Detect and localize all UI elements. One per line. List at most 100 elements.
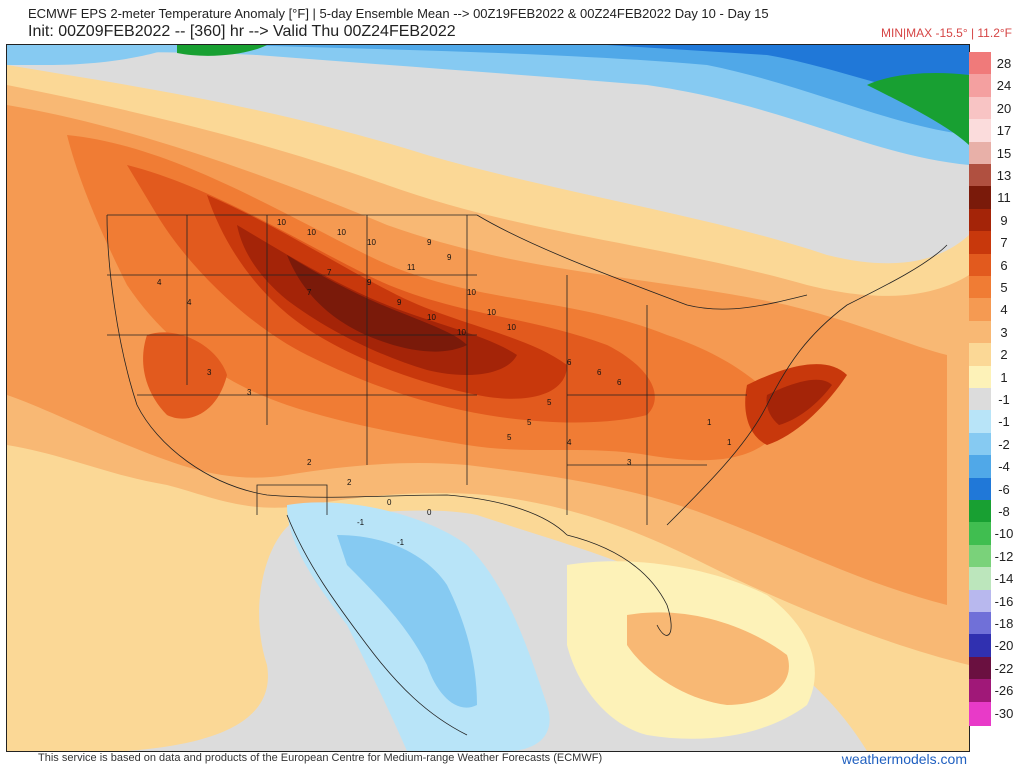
colorbar-level: -26 xyxy=(969,679,1017,704)
colorbar-swatch xyxy=(969,679,991,704)
anomaly-value-label: 4 xyxy=(567,438,572,447)
colorbar-label: -1 xyxy=(998,414,1010,430)
colorbar-level: 4 xyxy=(969,298,1017,323)
colorbar-swatch xyxy=(969,52,991,76)
anomaly-value-label: -1 xyxy=(397,538,405,547)
anomaly-value-label: 3 xyxy=(247,388,252,397)
colorbar-swatch xyxy=(969,253,991,278)
colorbar-swatch xyxy=(969,208,991,233)
map-title: ECMWF EPS 2-meter Temperature Anomaly [°… xyxy=(28,6,769,21)
colorbar-swatch xyxy=(969,634,991,659)
colorbar-label: 7 xyxy=(1000,235,1008,251)
anomaly-value-label: 6 xyxy=(567,358,572,367)
anomaly-value-label: 10 xyxy=(457,328,466,337)
colorbar-level: 6 xyxy=(969,253,1017,278)
anomaly-value-label: 9 xyxy=(447,253,452,262)
colorbar-label: 2 xyxy=(1000,347,1008,363)
colorbar-level: 28 xyxy=(969,52,1017,76)
colorbar-level: -14 xyxy=(969,567,1017,592)
colorbar-level: -30 xyxy=(969,701,1017,726)
colorbar-level: 9 xyxy=(969,208,1017,233)
colorbar-swatch xyxy=(969,298,991,323)
colorbar-level: 2 xyxy=(969,343,1017,368)
colorbar-level: 7 xyxy=(969,231,1017,256)
anomaly-value-label: 5 xyxy=(527,418,532,427)
colorbar-label: 24 xyxy=(996,78,1012,94)
colorbar-label: 15 xyxy=(996,145,1012,161)
anomaly-value-label: 10 xyxy=(337,228,346,237)
warm-anomaly-core xyxy=(67,135,787,461)
colorbar-label: -4 xyxy=(998,459,1010,475)
colorbar-level: 15 xyxy=(969,141,1017,166)
anomaly-value-label: 0 xyxy=(427,508,432,517)
colorbar-level: -1 xyxy=(969,410,1017,435)
colorbar-swatch xyxy=(969,410,991,435)
anomaly-value-label: 5 xyxy=(507,433,512,442)
colorbar-label: -1 xyxy=(998,392,1010,407)
anomaly-value-label: 10 xyxy=(367,238,376,247)
colorbar-swatch xyxy=(969,477,991,502)
anomaly-value-label: 10 xyxy=(507,323,516,332)
anomaly-value-label: 11 xyxy=(407,263,416,272)
anomaly-value-label: 9 xyxy=(367,278,372,287)
colorbar-level: 20 xyxy=(969,96,1017,121)
colorbar-level: 13 xyxy=(969,164,1017,188)
anomaly-value-label: 10 xyxy=(487,308,496,317)
colorbar-level: -4 xyxy=(969,455,1017,480)
colorbar-level: -12 xyxy=(969,544,1017,569)
anomaly-value-label: 0 xyxy=(387,498,392,507)
anomaly-value-label: 3 xyxy=(627,458,632,467)
colorbar-level: -18 xyxy=(969,612,1017,636)
anomaly-value-label: 7 xyxy=(327,268,332,277)
colorbar-swatch xyxy=(969,612,991,636)
colorbar-label: 3 xyxy=(1000,324,1008,340)
colorbar-swatch xyxy=(969,74,991,99)
colorbar-label: 17 xyxy=(996,123,1012,139)
colorbar-swatch xyxy=(969,589,991,614)
colorbar-swatch xyxy=(969,567,991,592)
colorbar-level: -22 xyxy=(969,656,1017,681)
colorbar-swatch xyxy=(969,141,991,166)
colorbar-swatch xyxy=(969,119,991,144)
colorbar-swatch xyxy=(969,432,991,457)
anomaly-value-label: 10 xyxy=(307,228,316,237)
colorbar-level: -10 xyxy=(969,522,1017,547)
colorbar-level: -2 xyxy=(969,432,1017,457)
colorbar-swatch xyxy=(969,500,991,524)
southwest-warm-pocket xyxy=(143,332,227,419)
colorbar-level: -8 xyxy=(969,500,1017,524)
colorbar-swatch xyxy=(969,164,991,188)
colorbar-swatch xyxy=(969,544,991,569)
colorbar-swatch xyxy=(969,522,991,547)
anomaly-value-label: 9 xyxy=(427,238,432,247)
colorbar-level: 3 xyxy=(969,320,1017,345)
colorbar-swatch xyxy=(969,656,991,681)
anomaly-value-label: 5 xyxy=(547,398,552,407)
colorbar-label: -30 xyxy=(994,705,1014,721)
colorbar-label: -16 xyxy=(994,593,1014,609)
colorbar-level: 11 xyxy=(969,186,1017,211)
colorbar-swatch xyxy=(969,320,991,345)
anomaly-value-label: 4 xyxy=(157,278,162,287)
colorbar-label: 1 xyxy=(1000,369,1008,385)
colorbar-label: 5 xyxy=(1000,280,1008,295)
colorbar-label: -22 xyxy=(994,660,1014,676)
ecmwf-attribution: This service is based on data and produc… xyxy=(38,752,603,764)
anomaly-value-label: 10 xyxy=(277,218,286,227)
anomaly-value-label: 1 xyxy=(727,438,732,447)
colorbar-swatch xyxy=(969,455,991,480)
colorbar-level: -20 xyxy=(969,634,1017,659)
political-boundaries xyxy=(106,214,948,736)
cold-anomaly-north xyxy=(7,45,969,165)
colorbar-swatch xyxy=(969,365,991,390)
colorbar-label: -20 xyxy=(994,638,1014,654)
temperature-anomaly-map: 10 10 10 10 11 9 9 10 10 10 10 10 9 9 7 7 6 6 6 5 5 5 4 4 4 3 3 3 2 2… xyxy=(6,44,970,752)
site-link[interactable]: weathermodels.com xyxy=(841,751,967,767)
colorbar-level: 17 xyxy=(969,119,1017,144)
colorbar-level: -16 xyxy=(969,589,1017,614)
colorbar-label: -10 xyxy=(994,526,1014,542)
colorbar-label: -26 xyxy=(994,683,1014,699)
anomaly-value-label: 6 xyxy=(597,368,602,377)
colorbar-label: 6 xyxy=(1000,257,1008,273)
anomaly-value-label: 6 xyxy=(617,378,622,387)
